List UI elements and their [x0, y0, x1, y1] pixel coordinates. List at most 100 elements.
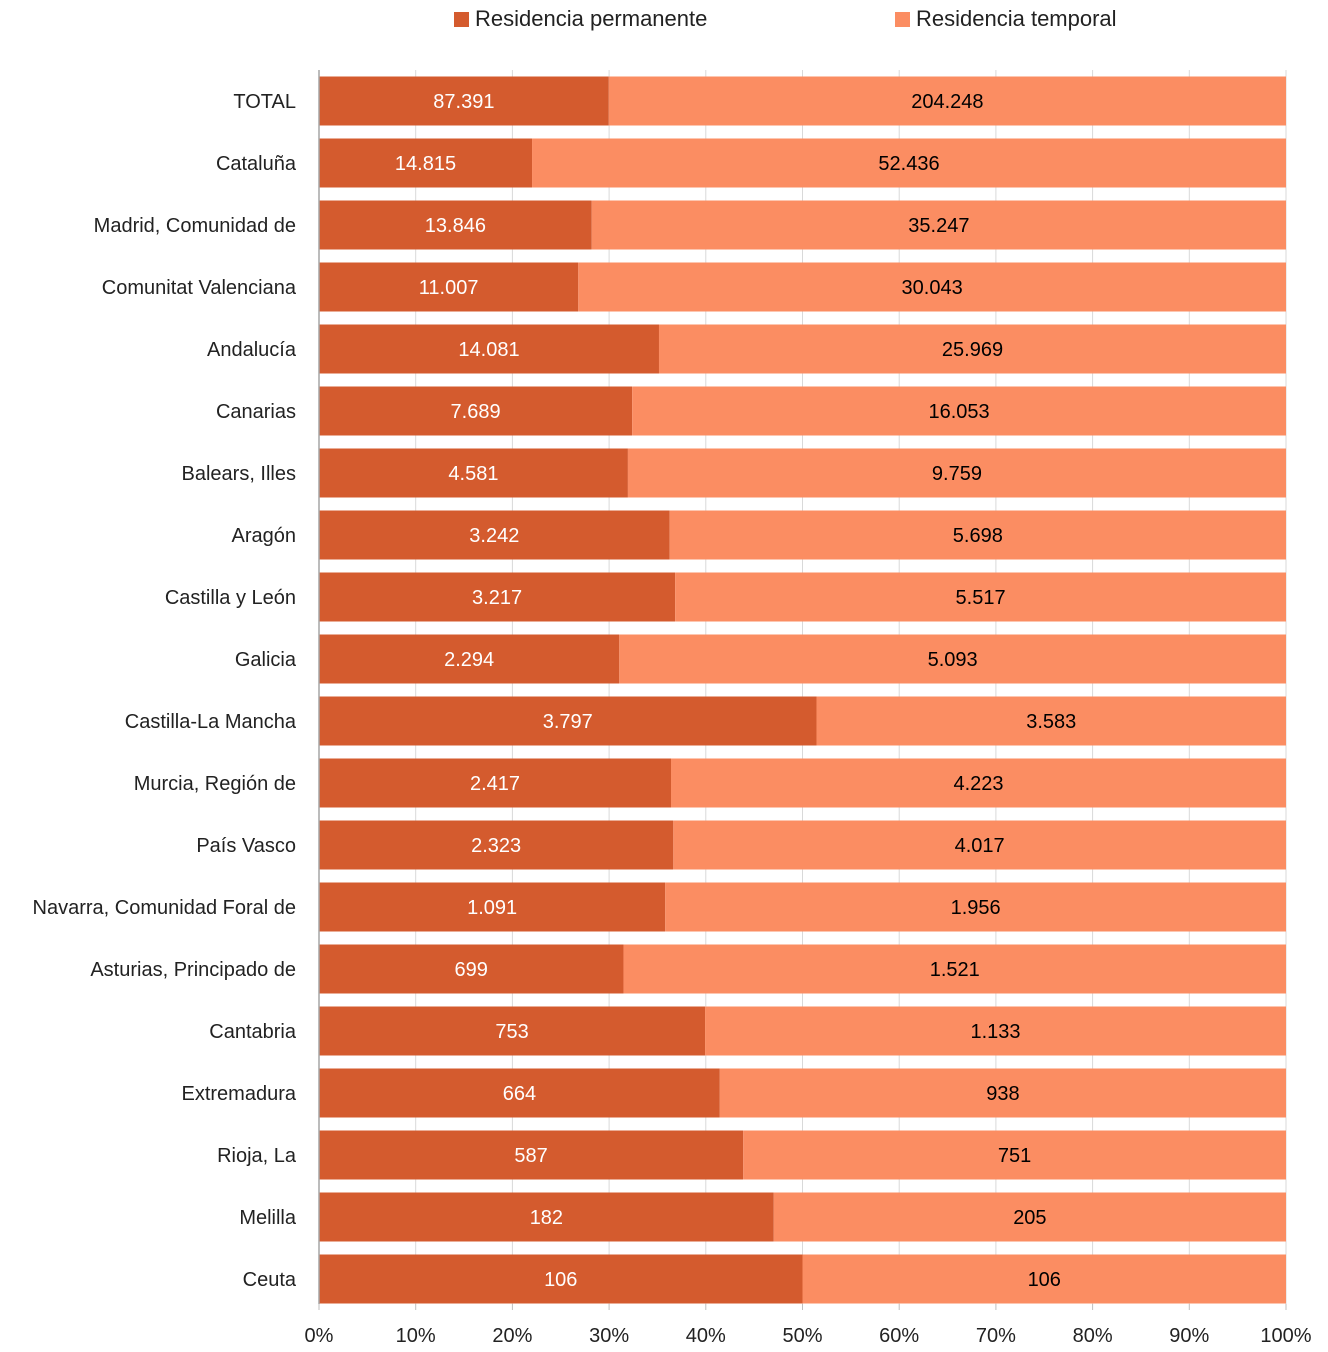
bar-segment-temporal — [632, 386, 1286, 436]
legend-item-temporal: Residencia temporal — [895, 6, 1117, 32]
data-label-temporal: 1.521 — [930, 959, 980, 981]
data-label-temporal: 5.093 — [928, 649, 978, 671]
data-label-permanente: 2.294 — [444, 649, 494, 671]
data-label-permanente: 14.081 — [458, 339, 519, 361]
x-tick-label: 30% — [589, 1325, 629, 1347]
data-label-temporal: 204.248 — [911, 91, 983, 113]
bar-segment-temporal — [591, 200, 1286, 250]
bar-segment-temporal — [669, 510, 1286, 560]
bar-segment-permanente — [319, 820, 674, 870]
data-label-permanente: 4.581 — [448, 463, 498, 485]
bar-segment-permanente — [319, 1254, 803, 1304]
x-tick-label: 70% — [976, 1325, 1016, 1347]
bar-segment-permanente — [319, 882, 666, 932]
bar-segment-permanente — [319, 1192, 774, 1242]
data-label-permanente: 14.815 — [395, 153, 456, 175]
data-label-temporal: 4.223 — [953, 773, 1003, 795]
data-label-temporal: 205 — [1013, 1207, 1046, 1229]
bar-segment-permanente — [319, 758, 671, 808]
bar-segment-permanente — [319, 1006, 706, 1056]
data-label-temporal: 16.053 — [928, 401, 989, 423]
data-label-temporal: 9.759 — [932, 463, 982, 485]
category-label: Rioja, La — [217, 1145, 297, 1167]
bar-segment-temporal — [705, 1006, 1286, 1056]
category-label: Madrid, Comunidad de — [94, 215, 296, 237]
bar-segment-temporal — [719, 1068, 1286, 1118]
category-label: Murcia, Región de — [134, 773, 296, 795]
bar-segment-temporal — [608, 76, 1286, 126]
data-label-permanente: 3.217 — [472, 587, 522, 609]
bar-segment-permanente — [319, 386, 633, 436]
bar-segment-temporal — [673, 820, 1286, 870]
data-label-temporal: 35.247 — [908, 215, 969, 237]
data-label-permanente: 2.417 — [470, 773, 520, 795]
category-label: Ceuta — [243, 1269, 297, 1291]
x-tick-label: 20% — [492, 1325, 532, 1347]
data-label-permanente: 11.007 — [419, 277, 479, 299]
legend: Residencia permanente Residencia tempora… — [0, 6, 1328, 34]
data-label-temporal: 4.017 — [955, 835, 1005, 857]
legend-swatch-permanente — [454, 11, 469, 27]
x-tick-label: 0% — [305, 1325, 334, 1347]
bar-segment-permanente — [319, 944, 624, 994]
legend-label-temporal: Residencia temporal — [916, 6, 1117, 31]
x-tick-label: 80% — [1073, 1325, 1113, 1347]
x-tick-label: 40% — [686, 1325, 726, 1347]
bar-segment-permanente — [319, 448, 628, 498]
category-label: Galicia — [235, 649, 297, 671]
bar-segment-temporal — [623, 944, 1286, 994]
x-tick-label: 10% — [396, 1325, 436, 1347]
bar-segment-temporal — [658, 324, 1286, 374]
bar-segment-temporal — [665, 882, 1286, 932]
category-label: Aragón — [232, 525, 297, 547]
data-label-permanente: 3.797 — [543, 711, 593, 733]
bar-segment-permanente — [319, 572, 676, 622]
data-label-temporal: 106 — [1028, 1269, 1061, 1291]
bar-segment-temporal — [802, 1254, 1286, 1304]
data-label-permanente: 587 — [514, 1145, 547, 1167]
data-label-permanente: 2.323 — [471, 835, 521, 857]
legend-swatch-temporal — [895, 11, 910, 27]
category-label: Navarra, Comunidad Foral de — [33, 897, 296, 919]
category-label: Extremadura — [182, 1083, 297, 1105]
data-label-temporal: 52.436 — [878, 153, 939, 175]
data-label-temporal: 5.517 — [956, 587, 1006, 609]
x-tick-label: 60% — [879, 1325, 919, 1347]
category-label: Comunitat Valenciana — [102, 277, 297, 299]
category-label: Melilla — [239, 1207, 297, 1229]
bar-segment-temporal — [532, 138, 1286, 188]
bar-segment-temporal — [816, 696, 1286, 746]
bar-segment-permanente — [319, 138, 533, 188]
data-label-temporal: 30.043 — [902, 277, 963, 299]
legend-item-permanente: Residencia permanente — [454, 6, 707, 32]
data-label-permanente: 106 — [544, 1269, 577, 1291]
data-label-permanente: 1.091 — [467, 897, 517, 919]
bar-segment-permanente — [319, 634, 620, 684]
bar-segment-permanente — [319, 76, 609, 126]
category-label: Balears, Illes — [182, 463, 297, 485]
data-label-permanente: 182 — [530, 1207, 563, 1229]
bar-segment-temporal — [670, 758, 1286, 808]
bar-segment-temporal — [627, 448, 1286, 498]
bar-segment-permanente — [319, 696, 817, 746]
category-label: País Vasco — [196, 835, 296, 857]
category-label: Andalucía — [207, 339, 297, 361]
bar-segment-permanente — [319, 1130, 744, 1180]
data-label-permanente: 699 — [455, 959, 488, 981]
bar-segment-permanente — [319, 324, 659, 374]
data-label-temporal: 938 — [986, 1083, 1019, 1105]
data-label-permanente: 13.846 — [425, 215, 486, 237]
bar-segment-permanente — [319, 1068, 720, 1118]
data-label-permanente: 753 — [495, 1021, 528, 1043]
data-label-temporal: 5.698 — [953, 525, 1003, 547]
data-label-temporal: 1.956 — [951, 897, 1001, 919]
category-label: Asturias, Principado de — [90, 959, 296, 981]
data-label-permanente: 7.689 — [451, 401, 501, 423]
x-tick-label: 90% — [1169, 1325, 1209, 1347]
bar-segment-temporal — [619, 634, 1286, 684]
data-label-permanente: 87.391 — [433, 91, 494, 113]
data-label-permanente: 664 — [503, 1083, 536, 1105]
x-tick-label: 100% — [1260, 1325, 1311, 1347]
category-label: Castilla-La Mancha — [125, 711, 297, 733]
bar-segment-temporal — [743, 1130, 1286, 1180]
